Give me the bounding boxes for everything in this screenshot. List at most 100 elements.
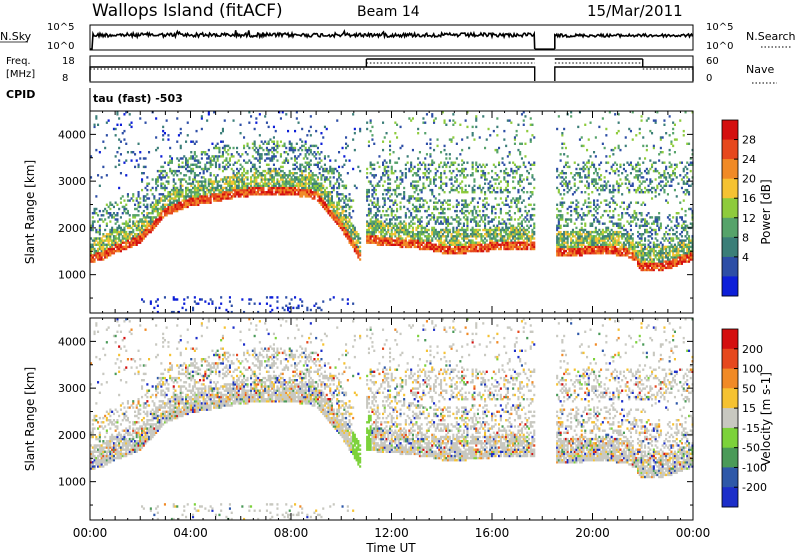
power-cell — [323, 207, 326, 211]
power-cell — [125, 241, 128, 244]
power-cell — [104, 207, 107, 211]
power-cell — [461, 191, 464, 194]
power-cell — [232, 119, 235, 122]
power-cell — [376, 199, 379, 202]
power-cell — [394, 224, 397, 227]
power-cell — [520, 174, 523, 177]
power-cell — [520, 142, 523, 145]
power-cell — [508, 119, 511, 122]
power-cell — [515, 230, 518, 234]
power-cell — [255, 193, 258, 196]
power-cell — [417, 157, 420, 160]
power-cell — [304, 142, 307, 145]
power-cell — [302, 176, 305, 179]
power-cell — [434, 249, 437, 253]
power-cell — [577, 249, 580, 253]
power-cell — [455, 216, 458, 219]
power-cell — [97, 214, 100, 217]
power-cell — [422, 176, 425, 179]
power-cell — [452, 228, 455, 232]
power-cell — [204, 151, 207, 154]
power-cell — [128, 218, 131, 221]
power-cell — [373, 142, 376, 145]
power-cell — [97, 174, 100, 177]
power-cell — [433, 214, 436, 217]
power-cell — [369, 209, 372, 213]
power-cell — [587, 184, 590, 187]
power-cell — [505, 188, 508, 192]
power-cell — [531, 163, 534, 166]
power-cell — [325, 207, 328, 211]
power-cell — [128, 243, 131, 246]
power-cell — [141, 237, 144, 240]
power-cell — [410, 214, 413, 217]
power-cell — [123, 129, 126, 133]
power-cell — [311, 184, 314, 187]
power-cell — [369, 235, 372, 238]
power-cell — [374, 203, 377, 206]
power-cell — [578, 254, 581, 257]
power-cell — [93, 260, 96, 263]
power-cell — [123, 237, 126, 240]
power-cell — [253, 165, 256, 169]
power-cell — [455, 230, 458, 234]
power-cell — [255, 169, 258, 173]
power-cell — [531, 243, 534, 246]
power-cell — [582, 241, 585, 244]
power-cell — [577, 201, 580, 204]
power-cell — [105, 245, 108, 249]
power-cell — [100, 237, 103, 240]
power-cell — [399, 224, 402, 227]
power-cell — [482, 245, 485, 249]
power-cell — [575, 241, 578, 244]
power-cell — [119, 197, 122, 200]
power-cell — [169, 212, 172, 215]
power-cell — [366, 224, 369, 227]
power-cell — [206, 161, 209, 164]
power-cell — [338, 197, 341, 200]
power-cell — [239, 191, 242, 194]
power-cell — [359, 169, 362, 173]
power-cell — [487, 220, 490, 223]
power-cell — [149, 230, 152, 234]
power-cell — [466, 222, 469, 225]
power-cell — [608, 209, 611, 213]
power-cell — [146, 205, 149, 209]
power-cell — [199, 195, 202, 198]
power-cell — [199, 165, 202, 169]
power-cell — [170, 209, 173, 213]
power-cell — [401, 226, 404, 230]
power-cell — [156, 180, 159, 183]
power-cell — [457, 239, 460, 242]
power-cell — [586, 161, 589, 164]
power-cell — [366, 230, 369, 234]
power-cell — [241, 176, 244, 179]
power-cell — [571, 252, 574, 255]
power-cell — [109, 233, 112, 236]
power-cell — [404, 239, 407, 242]
freq-label: Freq. — [6, 56, 31, 67]
power-cell — [128, 123, 131, 126]
power-cell — [221, 155, 224, 158]
power-cell — [236, 167, 239, 171]
power-cell — [600, 233, 603, 236]
power-cell — [519, 197, 522, 200]
power-cell — [322, 174, 325, 177]
power-cell — [193, 153, 196, 156]
power-cell — [309, 151, 312, 154]
power-cell — [429, 178, 432, 181]
power-cell — [484, 222, 487, 225]
power-cell — [188, 188, 191, 192]
power-cell — [461, 249, 464, 253]
power-cell — [557, 252, 560, 255]
power-cell — [243, 144, 246, 148]
power-cell — [329, 203, 332, 206]
power-cell — [149, 222, 152, 225]
power-cell — [102, 258, 105, 261]
power-cell — [158, 212, 161, 215]
power-cell — [424, 157, 427, 160]
power-cell — [519, 184, 522, 187]
power-cell — [95, 239, 98, 242]
power-cell — [485, 230, 488, 234]
power-cell — [170, 188, 173, 192]
